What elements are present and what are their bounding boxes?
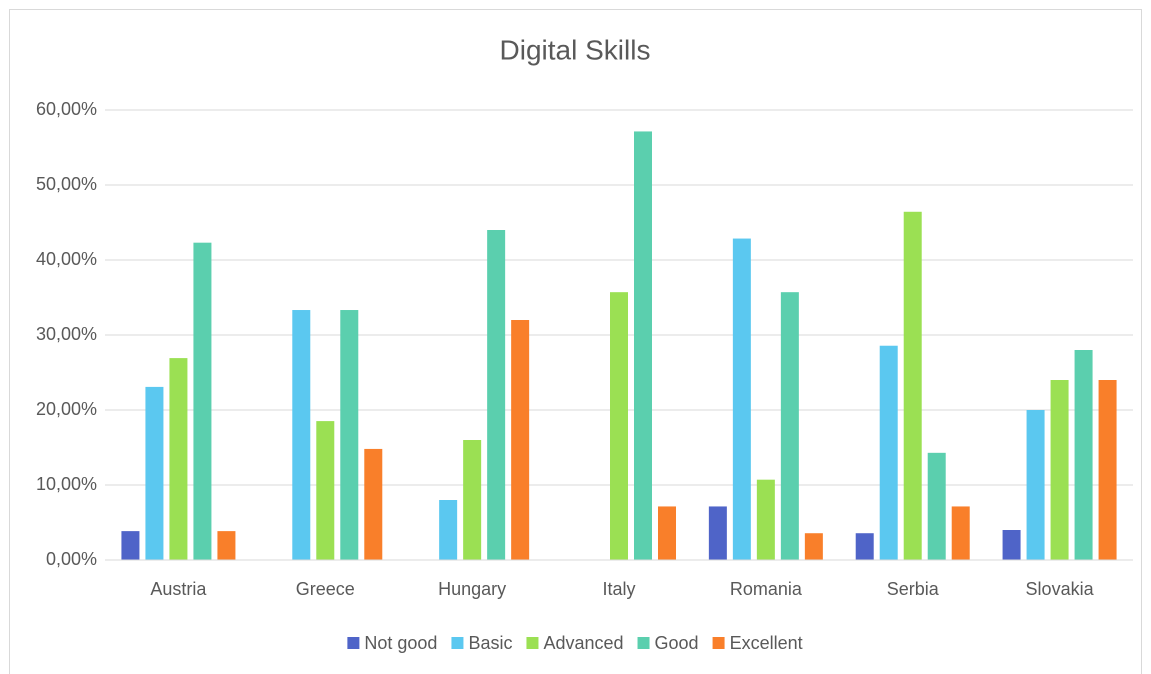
bar [610,292,628,560]
y-tick-label: 20,00% [36,399,97,419]
bar [879,345,898,560]
legend-swatch [526,637,539,649]
bar [951,506,970,560]
y-tick-label: 40,00% [36,249,97,269]
y-tick-label: 50,00% [36,174,97,194]
bar [903,211,922,560]
bar [804,533,823,560]
bar [340,310,359,560]
bar [511,320,530,560]
bar [1026,410,1045,560]
bar [193,242,212,561]
legend-swatch [712,637,725,649]
y-tick-label: 10,00% [36,474,97,494]
bar [145,386,164,560]
bar [217,531,236,560]
x-tick-label: Austria [150,579,207,599]
bar [1074,350,1093,560]
x-tick-label: Italy [602,579,635,599]
bar [1050,380,1069,560]
bar [708,506,727,560]
x-tick-label: Romania [730,579,803,599]
bar [780,292,799,560]
bar [1098,380,1117,560]
y-tick-label: 30,00% [36,324,97,344]
bar [1002,530,1021,560]
x-tick-label: Slovakia [1026,579,1095,599]
chart-border [9,9,1142,674]
bar [169,358,188,560]
x-tick-label: Hungary [438,579,506,599]
legend-label: Advanced [543,633,623,653]
bar [634,131,652,560]
bar [316,421,335,560]
bar [439,500,458,560]
x-tick-label: Greece [296,579,355,599]
bar [292,310,311,560]
legend-swatch [347,637,360,649]
bar [855,533,874,560]
bar [927,452,946,560]
bar [364,448,383,560]
bar [658,506,676,560]
x-tick-label: Serbia [887,579,940,599]
bar [463,440,482,560]
bar [121,531,140,560]
bar [732,238,751,561]
bar [756,479,775,560]
y-tick-label: 60,00% [36,99,97,119]
legend-swatch [451,637,464,649]
bar [487,230,506,560]
legend-swatch [637,637,650,649]
legend-label: Excellent [730,633,803,653]
chart-title: Digital Skills [500,34,651,65]
legend-label: Basic [468,633,512,653]
legend-label: Not good [364,633,437,653]
legend-label: Good [655,633,699,653]
y-tick-label: 0,00% [46,549,97,569]
